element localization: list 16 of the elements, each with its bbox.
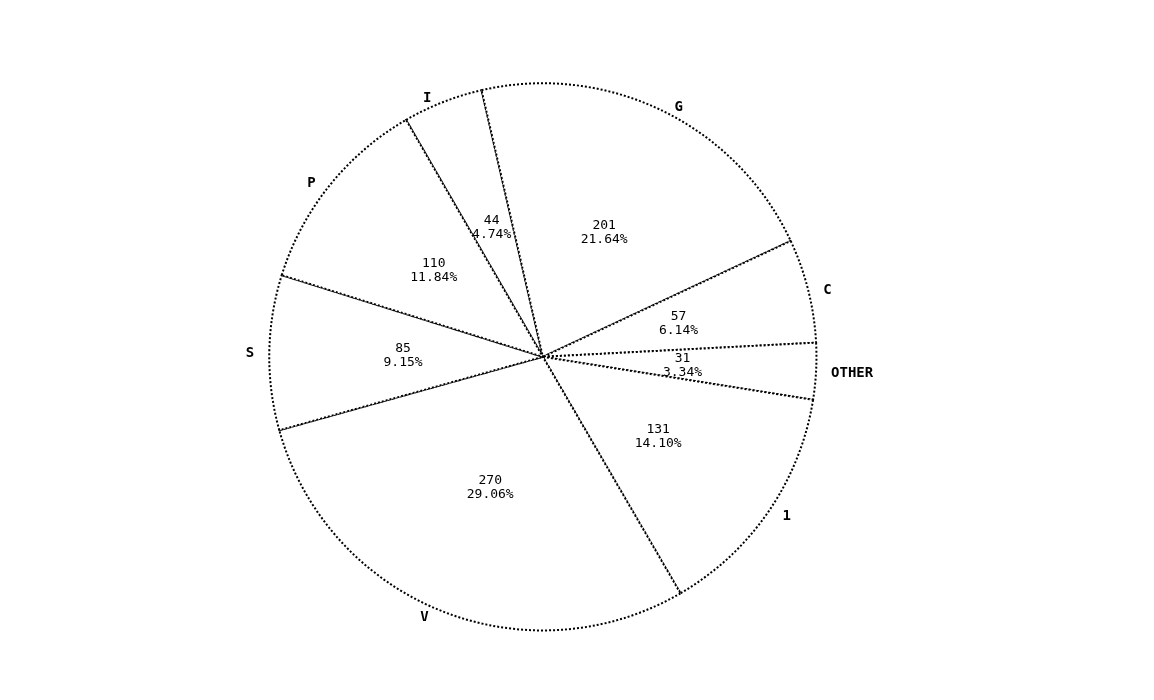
slice-label: P <box>307 174 316 191</box>
data-label: 44 4.74% <box>472 212 512 242</box>
slice-label: OTHER <box>831 363 874 380</box>
slice-label: 1 <box>782 506 791 523</box>
data-label: 57 6.14% <box>658 308 699 338</box>
slice-label: G <box>674 97 683 114</box>
slice-label: V <box>420 607 430 624</box>
slice-label: I <box>423 88 432 105</box>
data-label: 31 3.34% <box>662 349 703 379</box>
slice-label: C <box>823 281 832 298</box>
data-label: 110 11.84% <box>410 254 458 284</box>
data-label: 270 29.06% <box>466 471 514 501</box>
slice-label: S <box>245 344 255 361</box>
data-label: 85 9.15% <box>383 340 423 370</box>
data-label: 201 21.64% <box>580 216 628 246</box>
data-label: 131 14.10% <box>634 421 682 451</box>
